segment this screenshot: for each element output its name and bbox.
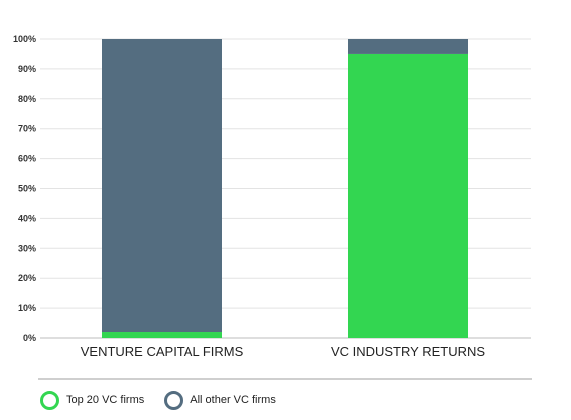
x-category-label: VC INDUSTRY RETURNS [331, 344, 485, 359]
bar-segment [348, 53, 468, 338]
y-tick-label: 60% [18, 154, 36, 164]
y-tick-label: 50% [18, 184, 36, 194]
y-tick-label: 90% [18, 64, 36, 74]
y-tick-label: 70% [18, 124, 36, 134]
y-tick-label: 80% [18, 94, 36, 104]
x-axis-categories: VENTURE CAPITAL FIRMS VC INDUSTRY RETURNS [81, 344, 486, 359]
legend-divider [38, 378, 532, 380]
y-axis-ticks: 0% 10% 20% 30% 40% 50% 60% 70% 80% 90% 100% [13, 34, 36, 343]
legend-item-others: All other VC firms [164, 390, 276, 410]
legend-item-top20: Top 20 VC firms [40, 390, 145, 410]
bars [102, 39, 468, 338]
y-tick-label: 40% [18, 213, 36, 223]
y-tick-label: 30% [18, 243, 36, 253]
bar-segment [102, 39, 222, 333]
legend-swatch-top20 [40, 390, 59, 410]
x-category-label: VENTURE CAPITAL FIRMS [81, 344, 244, 359]
legend-label-top20: Top 20 VC firms [66, 394, 145, 406]
bar-segment [102, 332, 222, 338]
bar-segment [348, 39, 468, 54]
stacked-bar-chart: 0% 10% 20% 30% 40% 50% 60% 70% 80% 90% 100% VENTUR… [13, 34, 531, 359]
y-tick-label: 100% [13, 34, 36, 44]
y-tick-label: 10% [18, 303, 36, 313]
legend-swatch-others [164, 390, 184, 410]
legend: Top 20 VC firms All other VC firms [40, 390, 296, 410]
y-tick-label: 20% [18, 273, 36, 283]
y-tick-label: 0% [23, 333, 36, 343]
legend-label-others: All other VC firms [190, 394, 276, 406]
